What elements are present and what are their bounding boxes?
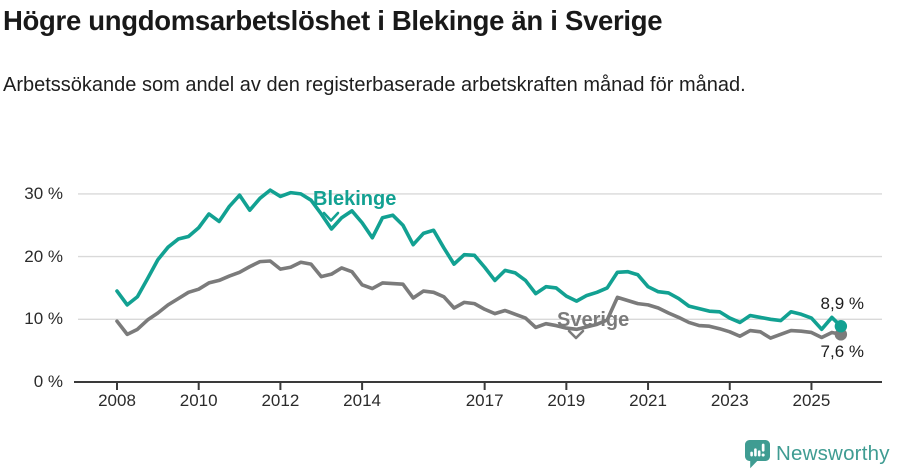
series-label-blekinge: Blekinge xyxy=(313,188,397,210)
x-tick-label: 2014 xyxy=(343,391,381,410)
y-tick-label: 30 % xyxy=(24,183,63,203)
chart-subtitle: Arbetssökande som andel av den registerb… xyxy=(3,74,746,96)
x-tick-label: 2025 xyxy=(792,391,831,410)
x-tick-label: 2023 xyxy=(710,391,749,410)
sverige-pointer-caret-icon xyxy=(567,329,585,340)
sverige-line xyxy=(115,259,843,340)
newsworthy-logo-icon xyxy=(745,440,770,469)
end-value-label-blekinge: 8,9 % xyxy=(820,294,864,313)
x-tick-label: 2008 xyxy=(98,391,136,410)
x-axis-tick-marks xyxy=(116,381,813,390)
y-tick-label: 0 % xyxy=(33,372,63,391)
brand-name: Newsworthy xyxy=(776,442,890,465)
gridlines xyxy=(78,193,882,320)
x-tick-label: 2012 xyxy=(261,391,300,410)
blekinge-line xyxy=(115,188,843,332)
brand-footer: Newsworthy xyxy=(744,439,889,469)
x-tick-label: 2019 xyxy=(547,391,586,410)
x-tick-label: 2021 xyxy=(629,391,667,410)
y-tick-label: 20 % xyxy=(24,246,63,266)
series-label-sverige: Sverige xyxy=(557,309,630,331)
x-tick-label: 2017 xyxy=(465,391,504,410)
blekinge-pointer-caret-icon xyxy=(322,211,340,222)
end-value-label-sverige: 7,6 % xyxy=(820,342,864,361)
page-title: Högre ungdomsarbetslöshet i Blekinge än … xyxy=(3,5,663,36)
x-tick-label: 2010 xyxy=(179,391,218,410)
blekinge-end-dot xyxy=(834,319,848,333)
y-tick-label: 10 % xyxy=(24,309,63,329)
